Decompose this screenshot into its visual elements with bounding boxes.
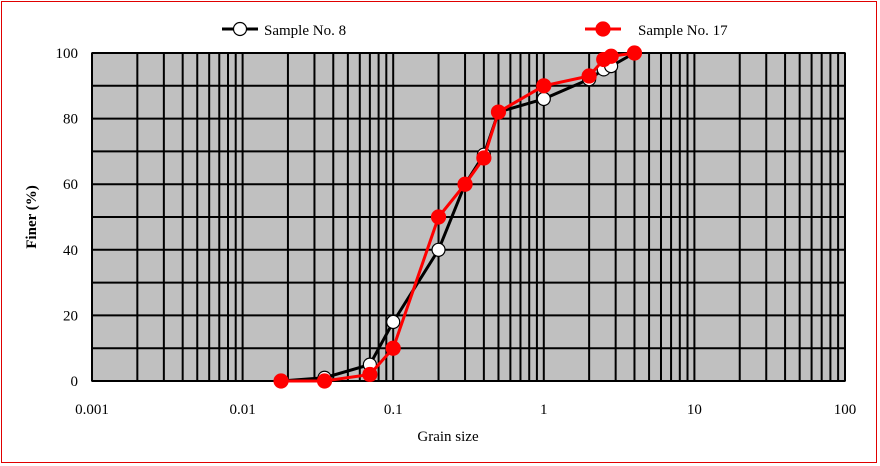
data-point <box>581 68 597 84</box>
x-tick-label: 0.01 <box>229 402 255 418</box>
grid <box>91 52 846 382</box>
y-axis-label: Finer (%) <box>24 185 40 248</box>
data-point <box>431 242 446 257</box>
x-tick-label: 100 <box>834 402 857 418</box>
x-tick-label: 1 <box>540 402 548 418</box>
tick-labels: 0.001 0.01 0.1 1 10 100 0 20 40 60 80 100 <box>56 46 857 418</box>
data-point <box>536 91 551 107</box>
series-group <box>273 45 643 389</box>
x-tick-label: 0.1 <box>384 402 403 418</box>
y-tick-label: 100 <box>56 46 79 62</box>
data-point <box>490 104 507 120</box>
y-tick-label: 20 <box>63 308 78 324</box>
data-point <box>385 340 401 356</box>
data-point <box>386 314 401 330</box>
x-axis-label: Grain size <box>417 429 479 445</box>
data-point <box>476 150 492 166</box>
y-tick-label: 40 <box>63 243 78 259</box>
legend: Sample No. 8 Sample No. 17 <box>222 21 728 39</box>
y-tick-label: 80 <box>63 112 78 128</box>
legend-label: Sample No. 8 <box>264 23 346 39</box>
x-tick-label: 0.001 <box>75 402 109 418</box>
legend-marker <box>595 21 611 37</box>
y-tick-label: 60 <box>63 177 78 193</box>
data-point <box>430 209 447 225</box>
data-point <box>316 373 333 389</box>
data-point <box>362 366 378 383</box>
data-point <box>457 176 473 192</box>
y-tick-label: 0 <box>71 374 79 390</box>
data-point <box>626 45 643 61</box>
data-point <box>536 78 552 94</box>
x-tick-label: 10 <box>687 402 702 418</box>
legend-marker <box>232 21 248 37</box>
legend-label: Sample No. 17 <box>638 23 728 39</box>
data-point <box>603 48 619 64</box>
plot-border <box>91 52 846 382</box>
data-point <box>273 373 289 389</box>
